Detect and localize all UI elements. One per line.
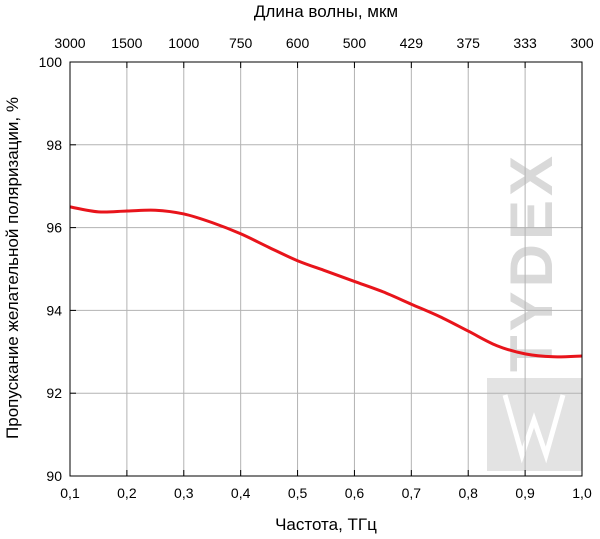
plot-area [69,205,583,359]
x-axis-label: Частота, ТГц [275,515,377,534]
y-tick-label: 96 [46,220,62,236]
top-tick-label: 750 [229,35,253,51]
x-tick-label: 0,5 [288,485,308,501]
x-tick-label: 0,2 [117,485,137,501]
top-tick-label: 500 [343,35,367,51]
watermark-text: TYDEX [498,152,565,372]
top-tick-label: 600 [286,35,310,51]
top-tick-label: 1000 [168,35,199,51]
y-tick-label: 100 [39,54,63,70]
x-tick-label: 0,7 [402,485,422,501]
x-tick-label: 0,4 [231,485,251,501]
top-tick-label: 333 [513,35,537,51]
x-tick-label: 1,0 [572,485,592,501]
y-tick-label: 92 [46,385,62,401]
y-tick-label: 98 [46,137,62,153]
top-tick-label: 300 [570,35,594,51]
top-axis-label: Длина волны, мкм [254,2,398,21]
top-tick-label: 375 [457,35,481,51]
x-tick-label: 0,8 [458,485,478,501]
y-tick-label: 94 [46,302,62,318]
top-tick-label: 1500 [111,35,142,51]
ticks: 0,1 0,2 0,3 0,4 0,5 0,6 0,7 0,8 0,9 1,0 3000 1500 10… [39,35,594,501]
top-tick-label: 3000 [54,35,85,51]
grid [70,62,582,476]
watermark: TYDEX [487,152,582,471]
y-tick-label: 90 [46,468,62,484]
x-tick-label: 0,9 [515,485,535,501]
plot-frame [69,61,583,477]
x-tick-label: 0,1 [60,485,80,501]
top-tick-label: 429 [400,35,424,51]
x-tick-label: 0,3 [174,485,194,501]
y-axis-label: Пропускание желательной поляризации, % [3,97,22,439]
watermark-logo-mark [502,394,566,464]
x-tick-label: 0,6 [345,485,365,501]
series-line [69,205,583,359]
